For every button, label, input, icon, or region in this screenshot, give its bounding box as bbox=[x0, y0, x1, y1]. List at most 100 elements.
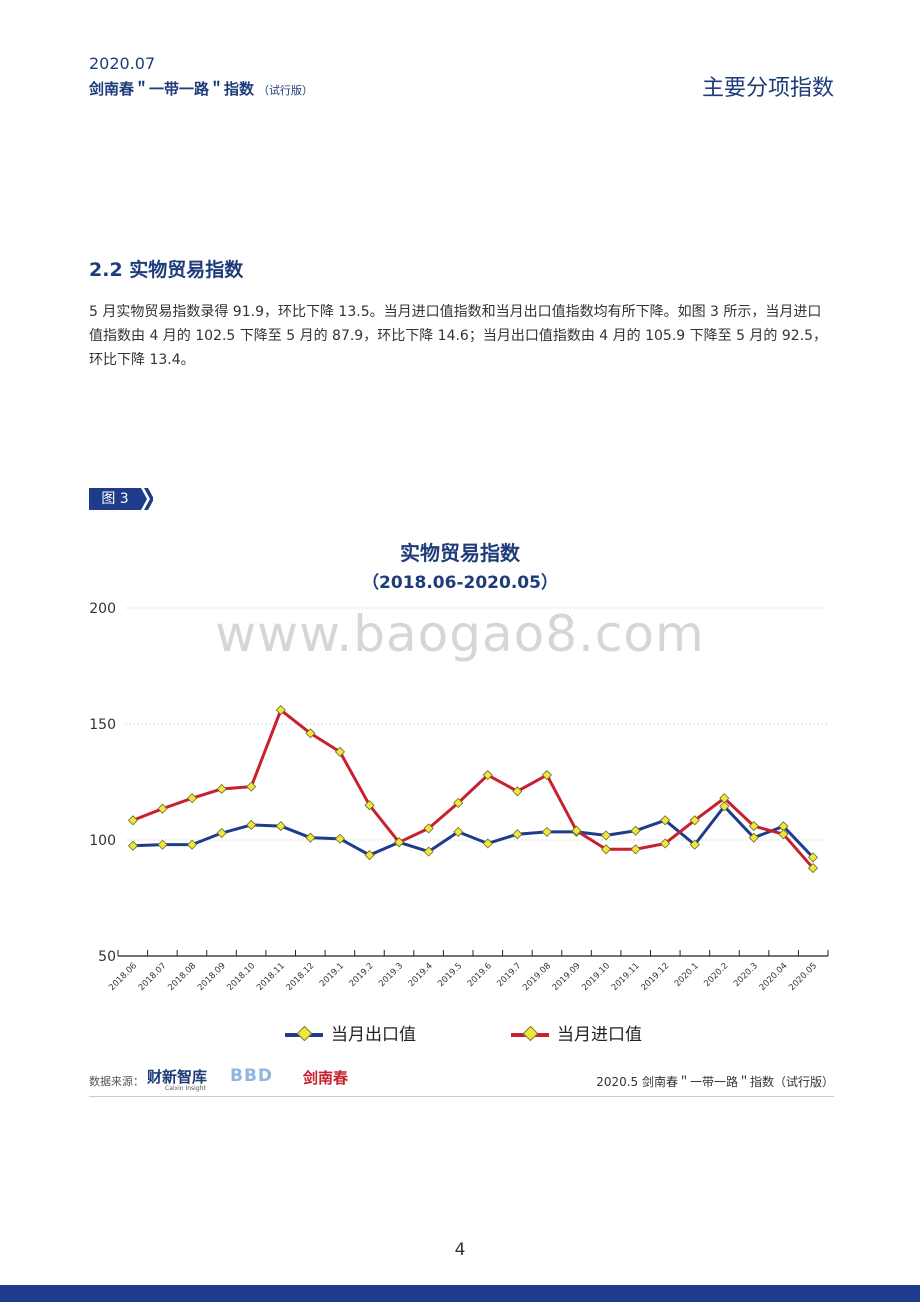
section-paragraph: 5 月实物贸易指数录得 91.9，环比下降 13.5。当月进口值指数和当月出口值… bbox=[89, 304, 828, 368]
data-point bbox=[748, 821, 759, 832]
legend-item-export: 当月出口值 bbox=[285, 1020, 416, 1045]
figure-tag: 图 3 bbox=[101, 491, 129, 507]
x-tick-label: 2018.07 bbox=[137, 961, 169, 993]
y-tick-label: 200 bbox=[89, 601, 116, 617]
data-point bbox=[719, 801, 730, 812]
x-tick-label: 2020.1 bbox=[673, 961, 701, 989]
legend-line-import bbox=[511, 1025, 549, 1042]
x-tick-label: 2019.12 bbox=[639, 961, 671, 993]
x-tick-label: 2018.10 bbox=[225, 961, 257, 993]
chart-subtitle: （2018.06-2020.05） bbox=[362, 572, 558, 593]
data-point bbox=[334, 833, 346, 844]
y-tick-label: 150 bbox=[89, 717, 116, 733]
data-point bbox=[305, 832, 316, 843]
data-point bbox=[246, 819, 257, 830]
legend-item-import: 当月进口值 bbox=[511, 1020, 642, 1045]
data-point bbox=[689, 815, 700, 826]
section-title: 2.2 实物贸易指数 bbox=[89, 259, 244, 281]
data-point bbox=[748, 832, 759, 843]
x-tick-label: 2019.11 bbox=[610, 961, 642, 993]
data-point bbox=[660, 838, 671, 849]
data-point bbox=[630, 844, 641, 855]
data-point bbox=[423, 823, 434, 834]
data-point bbox=[541, 769, 552, 781]
legend-label-export: 当月出口值 bbox=[331, 1025, 416, 1045]
legend-marker-icon bbox=[522, 1025, 539, 1042]
data-point bbox=[719, 793, 730, 804]
data-point bbox=[807, 852, 819, 863]
data-point bbox=[423, 846, 434, 857]
data-point bbox=[778, 829, 789, 840]
data-point bbox=[630, 825, 641, 836]
x-tick-label: 2018.06 bbox=[107, 961, 139, 993]
data-point bbox=[127, 815, 139, 826]
data-point bbox=[157, 839, 168, 850]
data-point bbox=[216, 783, 227, 795]
x-tick-label: 2019.7 bbox=[495, 961, 523, 989]
data-point bbox=[600, 844, 612, 855]
x-tick-label: 2018.08 bbox=[166, 961, 198, 993]
x-tick-label: 2019.09 bbox=[551, 961, 583, 993]
header-date: 2020.07 bbox=[89, 54, 156, 73]
data-point bbox=[305, 728, 316, 739]
data-point bbox=[394, 837, 405, 848]
x-tick-label: 2019.08 bbox=[521, 961, 553, 993]
data-point bbox=[246, 781, 257, 792]
x-tick-label: 2018.11 bbox=[255, 961, 287, 993]
source-label: 数据来源： bbox=[89, 1075, 144, 1088]
data-point bbox=[541, 826, 552, 837]
x-tick-label: 2018.09 bbox=[196, 961, 228, 993]
x-tick-label: 2019.6 bbox=[466, 961, 494, 989]
caixin-logo: 财新智库 bbox=[147, 1068, 208, 1086]
watermark: www.baogao8.com bbox=[215, 605, 705, 663]
x-tick-label: 2019.2 bbox=[348, 961, 376, 989]
header-section-name: 主要分项指数 bbox=[701, 76, 834, 101]
data-point bbox=[364, 800, 375, 811]
series-line bbox=[132, 708, 815, 870]
trade-index-chart: 实物贸易指数 （2018.06-2020.05） 200 150 100 50 201… bbox=[89, 541, 829, 993]
source-right-text: 2020.5 剑南春＂一带一路＂指数（试行版） bbox=[596, 1075, 834, 1089]
footer-bar bbox=[0, 1285, 920, 1302]
source-divider bbox=[89, 1096, 834, 1097]
x-tick-label: 2019.4 bbox=[407, 961, 435, 989]
y-axis: 200 150 100 50 bbox=[89, 601, 116, 965]
data-point bbox=[275, 821, 286, 832]
x-tick-label: 2019.10 bbox=[580, 961, 612, 993]
data-point bbox=[127, 840, 139, 851]
data-point bbox=[453, 826, 464, 837]
bbd-logo: BBD bbox=[230, 1066, 274, 1086]
x-tick-label: 2018.12 bbox=[285, 961, 317, 993]
chart-title: 实物贸易指数 bbox=[400, 541, 521, 565]
header-title-suffix: （试行版） bbox=[258, 84, 314, 97]
data-point bbox=[512, 786, 523, 797]
data-point bbox=[364, 850, 375, 861]
x-tick-label: 2019.3 bbox=[377, 961, 405, 989]
jiannanchun-logo: 剑南春 bbox=[303, 1069, 349, 1087]
data-point bbox=[334, 746, 346, 757]
y-tick-label: 100 bbox=[89, 833, 116, 849]
caixin-logo-sub: Caixin Insight bbox=[165, 1085, 206, 1092]
data-point bbox=[689, 839, 700, 850]
data-point bbox=[600, 830, 612, 841]
x-tick-label: 2020.3 bbox=[732, 961, 760, 989]
x-tick-label: 2019.1 bbox=[318, 961, 346, 989]
data-point bbox=[482, 838, 493, 849]
data-point bbox=[482, 769, 493, 781]
legend-marker-icon bbox=[296, 1025, 313, 1042]
data-point bbox=[187, 793, 198, 804]
data-point bbox=[216, 827, 227, 839]
data-point bbox=[807, 863, 819, 874]
x-tick-label: 2020.05 bbox=[787, 961, 819, 993]
x-tick-label: 2020.2 bbox=[702, 961, 730, 989]
data-point bbox=[187, 839, 198, 850]
header-title-main: 剑南春＂一带一路＂指数 bbox=[89, 80, 255, 98]
data-point bbox=[660, 815, 671, 826]
data-point bbox=[275, 705, 286, 716]
figure-tag-shape bbox=[89, 488, 153, 510]
page-number: 4 bbox=[454, 1240, 466, 1260]
x-axis: 2018.062018.072018.082018.092018.102018.… bbox=[107, 950, 829, 993]
data-point bbox=[453, 797, 464, 808]
x-tick-label: 2019.5 bbox=[436, 961, 464, 989]
legend-label-import: 当月进口值 bbox=[557, 1025, 642, 1045]
x-tick-label: 2020.04 bbox=[758, 961, 790, 993]
